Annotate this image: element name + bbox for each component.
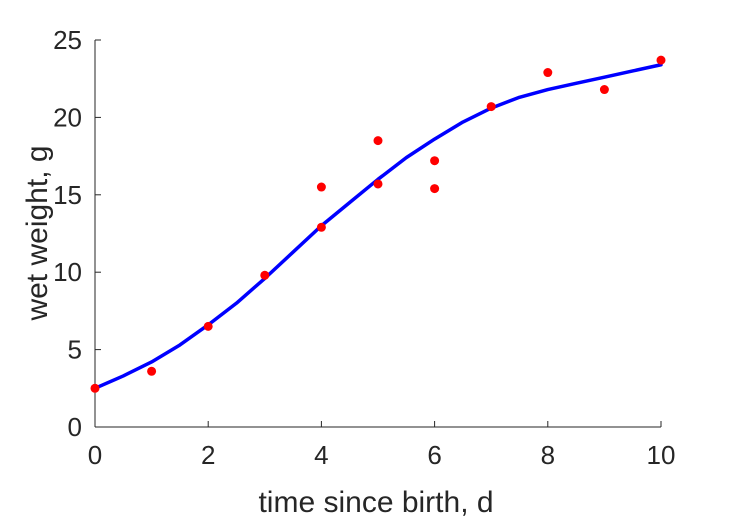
fitted-growth-curve: [93, 63, 663, 391]
data-point: [543, 68, 553, 78]
fitted-curve-layer: [93, 63, 663, 391]
x-tick-label: 8: [541, 440, 555, 470]
data-point: [260, 270, 270, 280]
y-tick-label: 15: [53, 180, 82, 210]
data-point: [656, 55, 666, 65]
axis-labels: time since birth, d wet weight, g: [21, 145, 494, 519]
x-tick-label: 2: [201, 440, 215, 470]
x-tick-label: 10: [647, 440, 676, 470]
data-points-layer: [90, 55, 666, 393]
axes: 0 2 4 6 8 10 0 5 10 15 20 25: [53, 25, 675, 470]
y-tick-label: 25: [53, 25, 82, 55]
data-point: [203, 321, 213, 331]
data-point: [486, 102, 496, 112]
y-tick-label: 0: [68, 412, 82, 442]
data-point: [147, 366, 157, 376]
data-point: [316, 182, 326, 192]
y-tick-label: 10: [53, 257, 82, 287]
data-point: [373, 179, 383, 189]
y-tick-label: 20: [53, 102, 82, 132]
x-axis-label: time since birth, d: [258, 486, 493, 519]
data-point: [599, 85, 609, 95]
data-point: [316, 222, 326, 232]
x-tick-label: 0: [88, 440, 102, 470]
x-tick-label: 4: [314, 440, 328, 470]
y-tick-label: 5: [68, 335, 82, 365]
y-axis-label: wet weight, g: [21, 145, 54, 321]
x-tick-label: 6: [427, 440, 441, 470]
data-point: [90, 383, 100, 393]
data-point: [373, 136, 383, 146]
data-point: [430, 184, 440, 194]
data-point: [430, 156, 440, 166]
